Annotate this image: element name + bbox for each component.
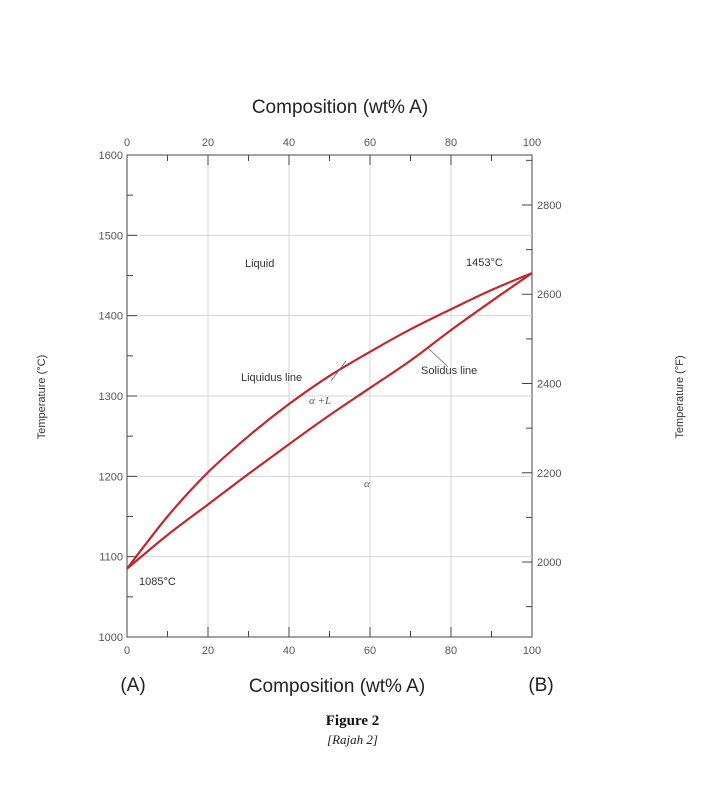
tick-marks — [126, 154, 533, 638]
y2-tick-label-right: 2000 — [537, 557, 561, 569]
solidus-line-curve — [126, 272, 533, 570]
y-tick-label-left: 1300 — [99, 391, 123, 403]
bottom-axis-title: Composition (wt% A) — [249, 676, 425, 697]
x-tick-label-top: 0 — [124, 137, 130, 149]
right-axis-title: Temperature (°F) — [674, 355, 686, 438]
y-tick-label-left: 1500 — [99, 230, 123, 242]
liquid-region-label: Liquid — [245, 258, 274, 270]
x-tick-label-bottom: 80 — [445, 645, 457, 657]
y2-tick-label-right: 2800 — [537, 200, 561, 212]
liquidus-line-curve — [126, 272, 533, 570]
alpha-phase-label: α — [364, 478, 370, 490]
solidus-leader-line — [427, 347, 449, 368]
liquidus-leader-line — [330, 360, 347, 382]
y-tick-label-left: 1200 — [99, 471, 123, 483]
melting-point-b-label: 1453°C — [466, 257, 503, 269]
y-tick-label-left: 1400 — [99, 311, 123, 323]
x-tick-label-top: 60 — [364, 137, 376, 149]
two-phase-label: α +L — [309, 395, 331, 407]
solidus-line-label: Solidus line — [421, 365, 477, 377]
top-axis-title: Composition (wt% A) — [252, 97, 428, 118]
y-tick-label-left: 1100 — [99, 552, 123, 564]
x-tick-label-bottom: 60 — [364, 645, 376, 657]
y2-tick-label-right: 2600 — [537, 289, 561, 301]
liquidus-line-label: Liquidus line — [241, 372, 302, 384]
left-axis-title: Temperature (°C) — [36, 355, 48, 439]
y-tick-label-left: 1000 — [99, 632, 123, 644]
tick-labels: 0 0 20 20 40 40 60 60 80 80 100 100 1000 1100 1200 1300… — [99, 137, 562, 657]
grid-lines — [127, 155, 532, 637]
figure-caption-subtitle: [Rajah 2] — [327, 732, 378, 747]
y2-tick-label-right: 2200 — [537, 468, 561, 480]
x-tick-label-bottom: 40 — [283, 645, 295, 657]
melting-point-a-label: 1085°C — [139, 576, 176, 588]
end-label-b: (B) — [528, 675, 553, 696]
y-tick-label-left: 1600 — [99, 150, 123, 162]
x-tick-label-top: 20 — [202, 137, 214, 149]
series-lines — [126, 272, 533, 570]
x-tick-label-bottom: 20 — [202, 645, 214, 657]
y2-tick-label-right: 2400 — [537, 379, 561, 391]
x-tick-label-bottom: 100 — [523, 645, 541, 657]
x-tick-label-top: 40 — [283, 137, 295, 149]
x-tick-label-bottom: 0 — [124, 645, 130, 657]
x-tick-label-top: 80 — [445, 137, 457, 149]
x-tick-label-top: 100 — [523, 137, 541, 149]
end-label-a: (A) — [120, 675, 145, 696]
figure-caption-title: Figure 2 — [325, 713, 380, 729]
